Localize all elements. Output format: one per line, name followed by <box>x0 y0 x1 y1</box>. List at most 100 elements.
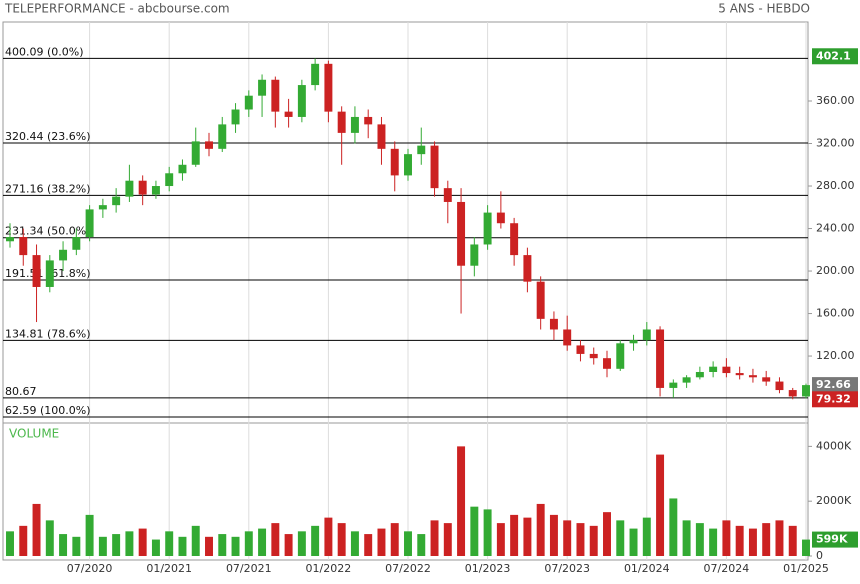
level-label: 134.81 (78.6%) <box>5 327 91 340</box>
price-badge <box>812 391 858 408</box>
volume-bar <box>151 539 160 556</box>
candle-body <box>165 173 174 187</box>
y-tick-label: 160.00 <box>816 307 855 320</box>
candle-body <box>802 385 810 397</box>
candle-body <box>762 377 771 382</box>
volume-bar <box>72 536 81 556</box>
candle-body <box>377 124 386 149</box>
volume-bar <box>709 528 718 556</box>
candle-body <box>430 145 439 189</box>
candle-body <box>616 343 625 369</box>
candle-body <box>404 154 412 176</box>
candle-body <box>45 260 54 287</box>
candle-body <box>244 95 253 110</box>
y-tick-label: 120.00 <box>816 349 855 362</box>
volume-badge-label: 599K <box>816 533 848 546</box>
candle-body <box>125 180 134 197</box>
volume-bar <box>563 520 572 556</box>
candle-body <box>682 377 691 383</box>
volume-bar <box>417 534 426 556</box>
volume-bar <box>297 531 306 556</box>
candle-body <box>231 109 240 125</box>
candle-body <box>496 212 505 224</box>
candle-body <box>775 381 784 391</box>
x-tick-label: 07/2023 <box>544 562 590 575</box>
candle-body <box>576 345 585 354</box>
volume-bar <box>430 520 439 556</box>
volume-bar <box>324 517 333 556</box>
volume-tick-label: 0 <box>816 549 823 562</box>
volume-bar <box>205 536 213 556</box>
volume-bar <box>32 503 41 556</box>
volume-bar <box>748 528 757 556</box>
volume-bar <box>802 539 810 556</box>
candle-body <box>603 358 611 369</box>
chart-subtitle: 5 ANS - HEBDO <box>718 2 810 16</box>
volume-bar <box>191 525 200 556</box>
volume-bar <box>390 523 399 556</box>
price-badge-label: 92.66 <box>816 378 851 391</box>
volume-bar <box>669 498 678 556</box>
volume-bar <box>629 528 638 556</box>
candle-body <box>470 244 479 266</box>
y-tick-label: 240.00 <box>816 222 855 235</box>
level-label: 231.34 (50.0%) <box>5 225 91 238</box>
level-label: 320.44 (23.6%) <box>5 130 91 143</box>
candle-body <box>669 382 678 388</box>
volume-bar <box>457 446 466 556</box>
volume-bar <box>603 512 611 556</box>
volume-bar <box>735 525 744 556</box>
candle-body <box>311 63 320 86</box>
volume-bar <box>523 517 532 556</box>
volume-bar <box>364 534 373 556</box>
volume-bar <box>377 528 386 556</box>
volume-bar <box>45 520 54 556</box>
volume-bar <box>138 528 147 556</box>
volume-tick-label: 4000K <box>816 439 852 452</box>
candle-body <box>629 340 638 344</box>
candle-body <box>656 329 665 388</box>
volume-bar <box>125 531 134 556</box>
volume-bar <box>165 531 174 556</box>
volume-bar <box>788 525 797 556</box>
volume-bar <box>775 520 784 556</box>
volume-bar <box>112 534 121 556</box>
x-tick-label: 01/2023 <box>465 562 511 575</box>
candle-body <box>112 196 121 206</box>
candle-body <box>138 180 147 195</box>
volume-bar <box>85 514 94 556</box>
volume-bar <box>218 534 227 556</box>
candle-body <box>191 141 200 165</box>
candle-body <box>297 85 306 117</box>
chart-title: TELEPERFORMANCE - abcbourse.com <box>4 2 230 16</box>
volume-badge <box>812 531 858 548</box>
volume-bar <box>470 506 479 556</box>
candle-body <box>510 223 519 256</box>
volume-bar <box>311 525 320 556</box>
candle-body <box>218 124 227 149</box>
candle-body <box>536 281 545 319</box>
candle-body <box>748 375 757 378</box>
volume-bar <box>695 523 704 556</box>
price-badge-label: 402.1 <box>816 49 851 62</box>
volume-bar <box>337 523 346 556</box>
volume-label: VOLUME <box>9 427 59 441</box>
candle-body <box>483 212 492 245</box>
candle-body <box>98 205 107 210</box>
volume-bar <box>510 514 519 556</box>
y-tick-label: 200.00 <box>816 264 855 277</box>
volume-bar <box>483 509 492 556</box>
volume-bar <box>443 523 452 556</box>
level-label: 400.09 (0.0%) <box>5 45 84 58</box>
y-tick-label: 280.00 <box>816 179 855 192</box>
volume-bar <box>19 525 28 556</box>
candle-body <box>258 79 267 96</box>
candle-body <box>523 255 532 282</box>
candle-body <box>337 111 346 133</box>
candle-body <box>549 318 558 330</box>
candle-body <box>6 237 14 242</box>
candle-body <box>563 329 572 346</box>
volume-bar <box>549 514 558 556</box>
volume-bar <box>762 523 771 556</box>
candle-body <box>85 209 94 238</box>
